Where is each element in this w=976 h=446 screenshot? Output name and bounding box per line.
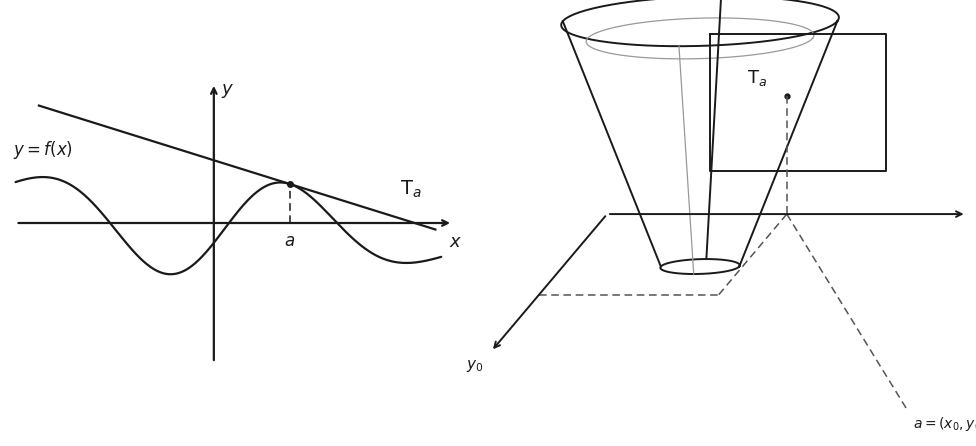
Text: $a = (x_0, y_0)$: $a = (x_0, y_0)$ [913, 415, 976, 433]
Text: $a$: $a$ [284, 232, 295, 250]
Text: $\mathrm{T}_a$: $\mathrm{T}_a$ [747, 67, 766, 87]
Text: $y$: $y$ [222, 82, 234, 100]
Text: $\mathrm{T}_a$: $\mathrm{T}_a$ [400, 179, 422, 200]
Text: $y_0$: $y_0$ [467, 359, 484, 374]
Text: $y = f(x)$: $y = f(x)$ [13, 139, 72, 161]
Text: $x$: $x$ [449, 234, 463, 252]
